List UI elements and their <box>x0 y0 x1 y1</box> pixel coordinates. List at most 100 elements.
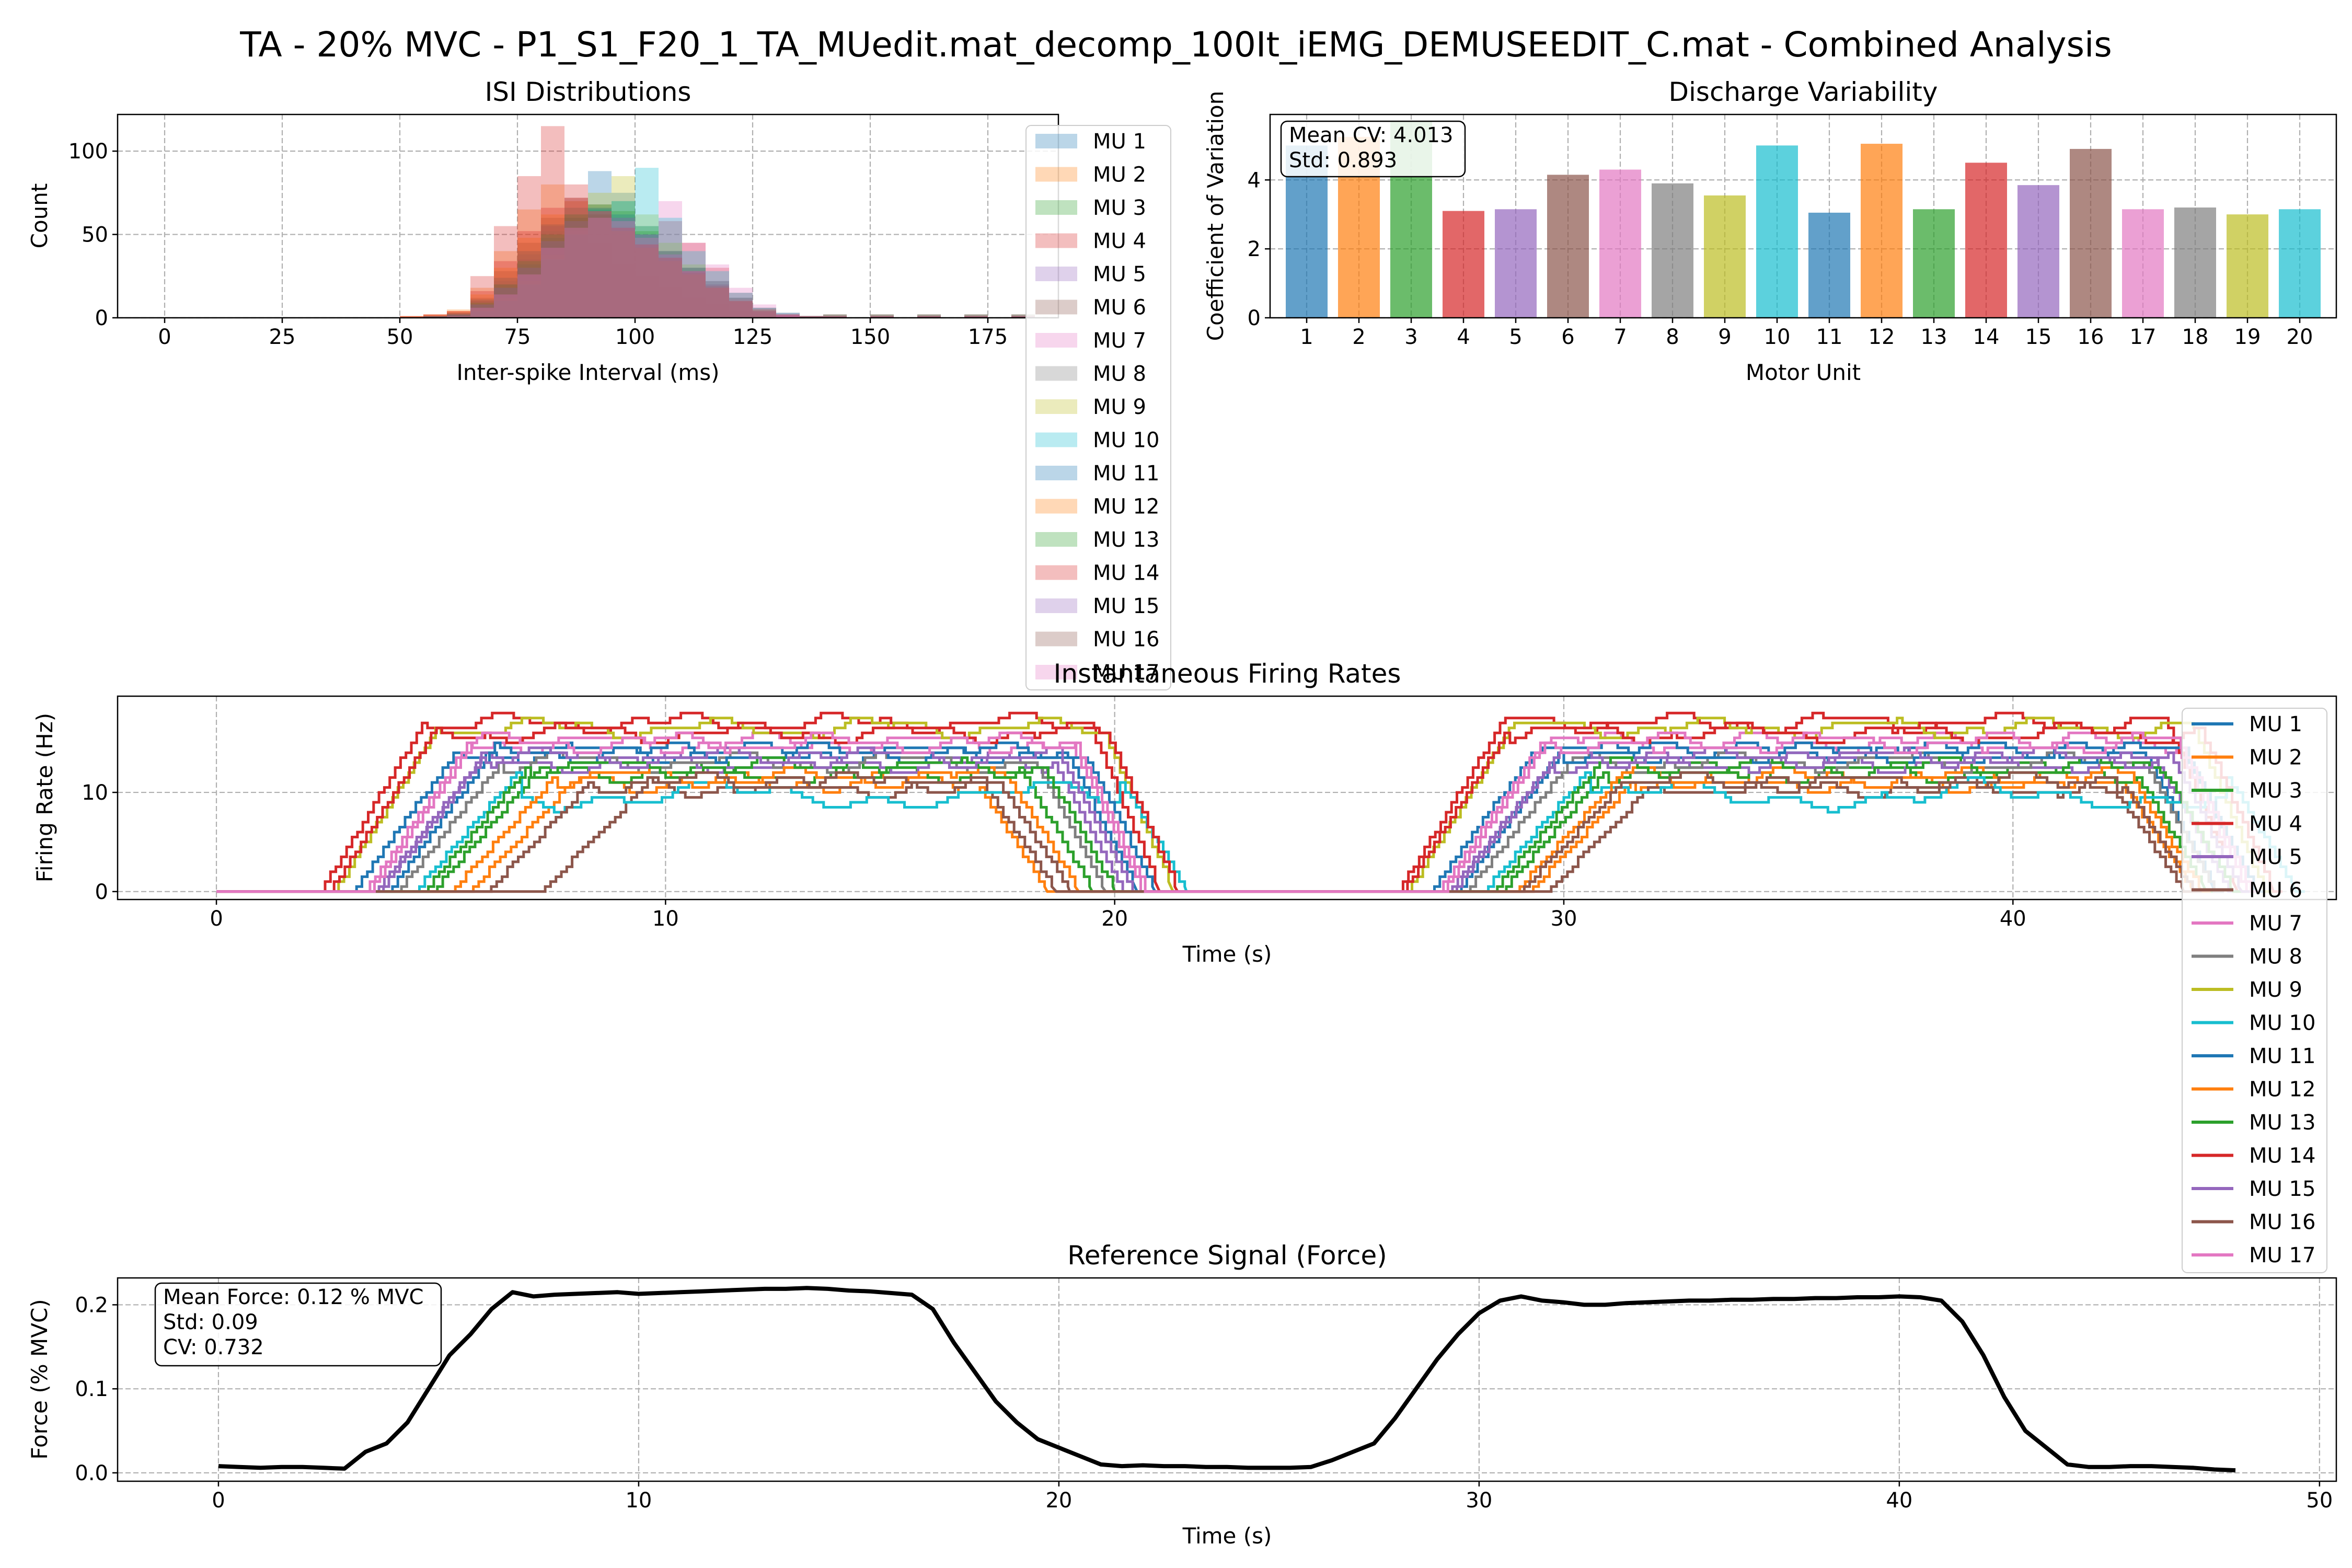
isi-bar <box>800 316 823 318</box>
legend-label: MU 16 <box>1093 628 1159 652</box>
isi-bar <box>800 316 823 318</box>
isi-bar <box>776 314 800 318</box>
cv-xtick-label: 9 <box>1718 325 1731 349</box>
legend-swatch <box>1035 267 1077 281</box>
isi-bar <box>588 209 612 318</box>
isi-bar <box>517 209 541 318</box>
isi-tail-bar <box>776 314 800 318</box>
isi-bar <box>776 314 800 318</box>
isi-bar <box>659 251 682 318</box>
isi-bar <box>470 291 494 318</box>
cv-bar <box>2174 207 2216 318</box>
legend-label: MU 13 <box>2249 1111 2315 1135</box>
isi-tail-bar <box>917 316 941 318</box>
isi-bar <box>517 276 541 318</box>
isi-tail-bar <box>870 316 894 318</box>
isi-tail-bar <box>776 316 800 318</box>
isi-bar <box>447 314 470 318</box>
legend-label: MU 10 <box>1093 429 1159 453</box>
isi-bar <box>706 281 729 318</box>
isi-tail-bar <box>917 314 941 318</box>
isi-bar <box>517 237 541 318</box>
isi-bar <box>729 299 753 318</box>
isi-bar <box>423 314 447 318</box>
isi-bar <box>635 231 659 318</box>
isi-bar <box>588 204 612 318</box>
isi-bar <box>800 316 823 318</box>
isi-bar <box>682 268 706 318</box>
isi-tail-bar <box>917 316 941 318</box>
isi-bar <box>776 314 800 318</box>
isi-bar <box>635 226 659 318</box>
isi-bar <box>612 264 635 318</box>
legend-swatch <box>1035 665 1077 679</box>
isi-ylabel: Count <box>27 183 52 249</box>
isi-bar <box>753 307 776 318</box>
isi-bar <box>541 251 564 318</box>
isi-bar <box>541 214 564 318</box>
legend-label: MU 17 <box>1093 661 1159 685</box>
fr-title: Instantaneous Firing Rates <box>1054 659 1401 689</box>
isi-xlabel: Inter-spike Interval (ms) <box>456 360 719 385</box>
cv-axes-frame <box>1269 113 2337 319</box>
isi-tail-bar <box>776 316 800 318</box>
isi-bar <box>564 184 588 318</box>
isi-bar <box>729 301 753 318</box>
isi-bar <box>541 243 564 318</box>
legend-swatch <box>1035 333 1077 348</box>
fr-ytick-label: 10 <box>82 781 108 805</box>
isi-bar <box>729 301 753 318</box>
isi-bar <box>494 294 517 318</box>
isi-bar <box>423 316 447 318</box>
isi-ticks: 0 25 50 75 100 125 150 175 0 50 100 <box>68 140 1008 349</box>
legend-swatch <box>1035 565 1077 580</box>
isi-histograms <box>400 126 1035 318</box>
isi-bar <box>753 311 776 318</box>
isi-tail-bar <box>776 314 800 318</box>
fr-ytick-label: 0 <box>95 880 108 904</box>
isi-bar <box>776 313 800 318</box>
isi-bar <box>635 244 659 318</box>
isi-bar <box>753 309 776 318</box>
cv-xtick-label: 11 <box>1816 325 1843 349</box>
isi-bar <box>635 234 659 318</box>
fr-line <box>216 756 2242 893</box>
cv-bar <box>1913 209 1955 318</box>
force-xtick-label: 0 <box>212 1489 225 1513</box>
force-xtick-label: 20 <box>1045 1489 1072 1513</box>
isi-bar <box>635 234 659 318</box>
isi-tail-bar <box>823 316 847 318</box>
isi-bar <box>682 271 706 318</box>
isi-bar <box>706 268 729 318</box>
isi-bar <box>706 284 729 318</box>
force-xtick-label: 40 <box>1886 1489 1912 1513</box>
isi-tail-bar <box>776 316 800 318</box>
isi-xtick-label: 50 <box>387 325 413 349</box>
isi-tail-bar <box>870 314 894 318</box>
isi-bar <box>400 316 423 318</box>
cv-xtick-label: 13 <box>1921 325 1947 349</box>
force-xtick-label: 10 <box>625 1489 652 1513</box>
isi-tail-bar <box>870 316 894 318</box>
force-axes-frame <box>117 1277 2337 1482</box>
isi-tail-bar <box>964 314 988 318</box>
isi-bar <box>470 301 494 318</box>
isi-bar <box>729 297 753 318</box>
isi-tail-bar <box>776 316 800 318</box>
isi-tail-bar <box>964 316 988 318</box>
isi-bar <box>706 284 729 318</box>
isi-bar <box>541 259 564 318</box>
isi-bar <box>423 316 447 318</box>
isi-bar <box>612 176 635 318</box>
isi-tail-bar <box>823 316 847 318</box>
isi-bar <box>494 261 517 318</box>
isi-bar <box>800 316 823 318</box>
isi-bar <box>588 171 612 318</box>
isi-bar <box>423 316 447 318</box>
isi-bar <box>494 287 517 318</box>
fr-line <box>216 771 2202 893</box>
cv-title: Discharge Variability <box>1669 77 1938 107</box>
isi-tail-bar <box>823 316 847 318</box>
isi-bar <box>706 286 729 318</box>
